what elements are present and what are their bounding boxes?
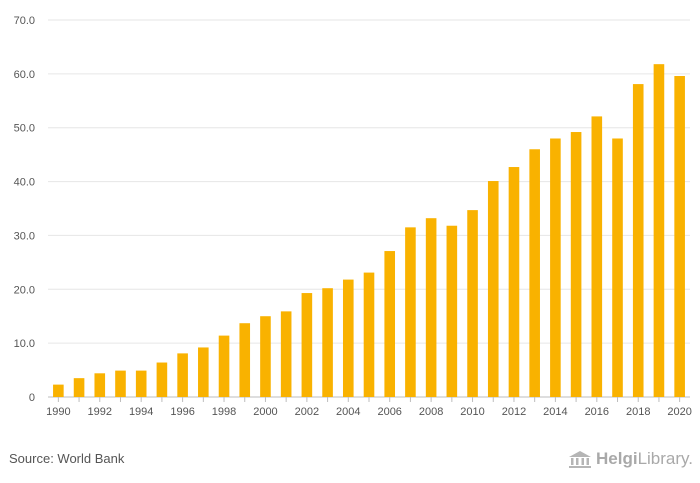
x-tick-label: 2016 xyxy=(585,406,609,418)
bar-1990 xyxy=(53,384,64,397)
y-tick-label: 60.0 xyxy=(14,69,35,81)
bars xyxy=(53,64,685,398)
x-tick-label: 1996 xyxy=(170,406,194,418)
bar-2016 xyxy=(591,116,603,397)
y-tick-label: 40.0 xyxy=(14,177,35,189)
helgilibrary-logo: Helgi Library. xyxy=(568,449,693,469)
x-tick-label: 1992 xyxy=(88,406,112,418)
bar-2004 xyxy=(342,279,354,397)
bar-2005 xyxy=(363,272,375,397)
bar-2002 xyxy=(301,293,313,397)
x-tick-label: 2018 xyxy=(626,406,650,418)
x-tick-label: 1990 xyxy=(46,406,70,418)
y-tick-label: 50.0 xyxy=(14,123,35,135)
bar-2007 xyxy=(405,227,416,397)
logo-text-bold: Helgi xyxy=(596,449,638,468)
bar-2014 xyxy=(550,138,561,397)
bar-1994 xyxy=(135,370,147,397)
y-axis-ticks: 0 10.0 20.0 30.0 40.0 50.0 60.0 70.0 xyxy=(14,15,35,404)
bar-1991 xyxy=(73,378,85,397)
bar-2019 xyxy=(653,64,665,398)
x-tick-label: 2020 xyxy=(667,406,691,418)
bar-2015 xyxy=(570,132,582,397)
x-tick-label: 2004 xyxy=(336,406,360,418)
bar-2017 xyxy=(612,138,623,397)
source-note: Source: World Bank xyxy=(9,451,125,466)
x-tick-label: 1998 xyxy=(212,406,236,418)
bar-2020 xyxy=(674,76,685,398)
x-tick-label: 2006 xyxy=(377,406,401,418)
y-tick-label: 10.0 xyxy=(14,338,35,350)
x-tick-label: 2010 xyxy=(460,406,484,418)
x-axis-ticks: 1990 1992 1994 1996 1998 2000 2002 2004 2006 2008… xyxy=(46,397,692,418)
y-tick-label: 70.0 xyxy=(14,15,35,27)
y-tick-label: 20.0 xyxy=(14,284,35,296)
bar-1992 xyxy=(94,373,106,397)
bar-2013 xyxy=(529,149,540,397)
bar-2006 xyxy=(384,251,396,397)
bar-1999 xyxy=(239,323,251,397)
x-tick-label: 2012 xyxy=(502,406,526,418)
x-tick-label: 2008 xyxy=(419,406,443,418)
x-tick-label: 2002 xyxy=(295,406,319,418)
bar-2001 xyxy=(280,311,292,397)
bar-1993 xyxy=(115,370,126,397)
bar-1996 xyxy=(177,353,188,397)
library-building-icon xyxy=(569,451,591,468)
x-tick-label: 2000 xyxy=(253,406,277,418)
x-tick-label: 1994 xyxy=(129,406,153,418)
bar-2018 xyxy=(632,84,644,397)
logo-text-rest: Library. xyxy=(637,449,693,468)
bar-1998 xyxy=(218,335,230,397)
y-tick-label: 30.0 xyxy=(14,230,35,242)
bar-2009 xyxy=(446,225,458,397)
bar-2008 xyxy=(425,218,437,397)
y-tick-label: 0 xyxy=(29,392,35,404)
bar-chart: 010.020.030.040.050.060.070.0 1990 1992 19… xyxy=(14,15,692,418)
bar-1995 xyxy=(156,362,168,397)
bar-2003 xyxy=(322,288,333,397)
bar-2000 xyxy=(260,316,271,397)
x-tick-label: 2014 xyxy=(543,406,567,418)
bar-2012 xyxy=(508,167,520,397)
bar-1997 xyxy=(198,347,209,397)
bar-2011 xyxy=(487,181,499,397)
bar-2010 xyxy=(467,210,478,397)
